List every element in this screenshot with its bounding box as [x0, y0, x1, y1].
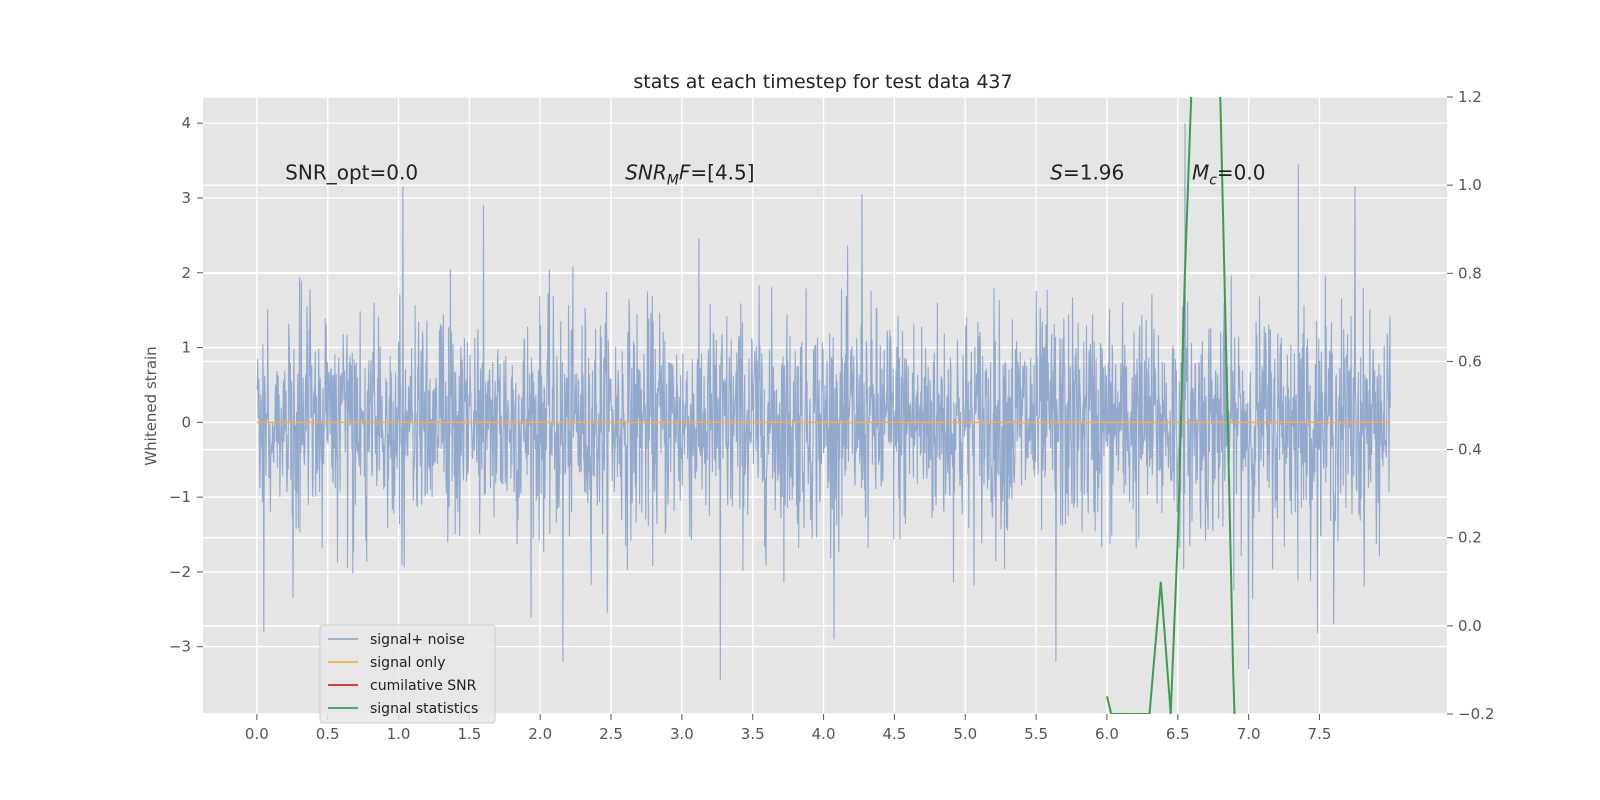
x-tick-label: 1.0 [387, 725, 411, 743]
legend-label: signal+ noise [370, 632, 465, 648]
y-tick-label: −2 [169, 563, 191, 581]
y2-tick-label: 0.6 [1458, 352, 1482, 370]
legend-label: signal only [370, 655, 445, 671]
x-tick-label: 4.0 [812, 725, 836, 743]
x-tick-label: 1.5 [457, 725, 481, 743]
y-tick-label: −1 [169, 488, 191, 506]
series-signal-statistics [1106, 97, 1236, 714]
x-tick-label: 3.0 [670, 725, 694, 743]
y2-tick-label: 0.8 [1458, 264, 1482, 282]
chart-title: stats at each timestep for test data 437 [633, 71, 1012, 93]
y-tick-label: 0 [181, 413, 191, 431]
legend-label: cumilative SNR [370, 678, 477, 694]
y-axis-label: Whitened strain [142, 346, 160, 465]
y-tick-label: −3 [169, 638, 191, 656]
series-signal-noise [256, 123, 1391, 681]
annotation-2: SNRMF=[4.5] [625, 160, 754, 188]
series-layer [256, 97, 1391, 714]
x-tick-label: 6.0 [1095, 725, 1119, 743]
x-axis: 0.0 0.5 1.0 1.5 2.0 2.5 3.0 3.5 4.0 4.5 5.0 5.5 6.0 6… [245, 714, 1332, 743]
y-tick-label: 3 [181, 189, 191, 207]
annotations: SNR_opt=0.0 SNRMF=[4.5] S=1.96 Mc=0.0 [285, 160, 1265, 188]
legend-box [319, 624, 496, 724]
grid [203, 96, 1447, 715]
x-tick-label: 7.0 [1237, 725, 1261, 743]
y-axis-right: 1.2 1.0 0.8 0.6 0.4 0.2 0.0 −0.2 [1447, 88, 1494, 723]
y2-tick-label: 1.0 [1458, 176, 1482, 194]
y2-tick-label: 0.4 [1458, 441, 1482, 459]
x-tick-label: 5.5 [1024, 725, 1048, 743]
x-tick-label: 6.5 [1166, 725, 1190, 743]
y2-tick-label: 0.0 [1458, 617, 1482, 635]
legend-label: signal statistics [370, 701, 478, 717]
y2-tick-label: 0.2 [1458, 529, 1482, 547]
y-axis-left: 4 3 2 1 0 −1 −2 −3 [169, 114, 203, 656]
annotation-3: S=1.96 [1050, 160, 1124, 184]
y-tick-label: 2 [181, 264, 191, 282]
x-tick-label: 5.0 [953, 725, 977, 743]
x-tick-label: 3.5 [741, 725, 765, 743]
annotation-1: SNR_opt=0.0 [285, 160, 418, 184]
y-tick-label: 1 [181, 339, 191, 357]
x-tick-label: 0.0 [245, 725, 269, 743]
x-tick-label: 2.5 [599, 725, 623, 743]
x-tick-label: 2.0 [528, 725, 552, 743]
y2-tick-label: 1.2 [1458, 88, 1482, 106]
legend: signal+ noise signal only cumilative SNR si… [319, 624, 496, 724]
annotation-4: Mc=0.0 [1192, 160, 1266, 188]
x-tick-label: 0.5 [316, 725, 340, 743]
y-tick-label: 4 [181, 114, 191, 132]
x-tick-label: 7.5 [1308, 725, 1332, 743]
x-tick-label: 4.5 [882, 725, 906, 743]
y2-tick-label: −0.2 [1458, 705, 1494, 723]
